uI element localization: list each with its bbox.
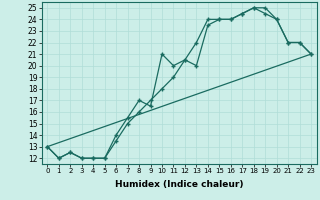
X-axis label: Humidex (Indice chaleur): Humidex (Indice chaleur) — [115, 180, 244, 189]
